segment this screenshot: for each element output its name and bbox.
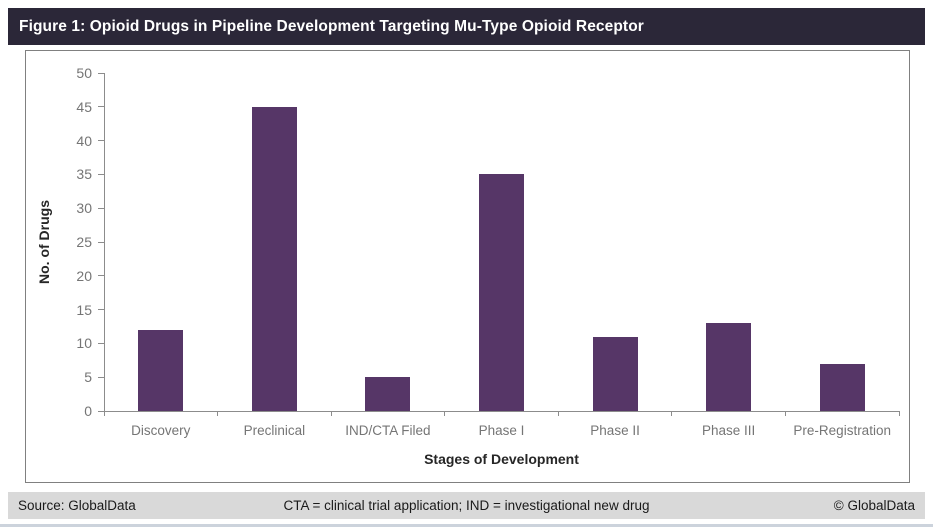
x-tick-label: Phase III bbox=[701, 423, 756, 438]
x-tick-mark bbox=[557, 411, 559, 416]
bar-phase-ii bbox=[592, 336, 638, 411]
plot-area: 0 5 10 15 20 25 30 35 40 45 50 Discovery Preclinical… bbox=[76, 65, 900, 438]
y-tick-mark bbox=[98, 106, 104, 108]
x-tick-mark bbox=[898, 411, 900, 416]
x-tick-mark bbox=[671, 411, 673, 416]
y-tick-mark bbox=[98, 72, 104, 74]
x-tick-mark bbox=[330, 411, 332, 416]
chart-panel: No. of Drugs 0 5 10 15 20 25 30 35 40 45 50 Discove… bbox=[25, 50, 910, 483]
y-tick-label: 40 bbox=[76, 132, 92, 149]
bar-preclinical bbox=[251, 106, 297, 411]
x-tick-label: Preclinical bbox=[243, 423, 306, 438]
footer-note: CTA = clinical trial application; IND = … bbox=[283, 498, 650, 513]
y-tick-label: 45 bbox=[76, 98, 92, 115]
bar-phase-iii bbox=[706, 323, 752, 411]
y-tick-mark bbox=[98, 140, 104, 142]
figure-title: Figure 1: Opioid Drugs in Pipeline Devel… bbox=[19, 17, 644, 35]
y-tick-mark bbox=[98, 275, 104, 277]
y-tick-mark bbox=[98, 342, 104, 344]
y-tick-label: 15 bbox=[76, 301, 92, 318]
y-tick-mark bbox=[98, 309, 104, 311]
footer-source: Source: GlobalData bbox=[18, 498, 136, 513]
x-tick-label: Phase II bbox=[590, 423, 640, 438]
y-tick-mark bbox=[98, 173, 104, 175]
x-tick-label: Discovery bbox=[131, 423, 191, 438]
y-axis-line bbox=[104, 73, 105, 412]
y-tick-label: 30 bbox=[76, 200, 92, 217]
y-tick-label: 25 bbox=[76, 234, 92, 250]
y-tick-label: 0 bbox=[84, 403, 92, 419]
y-tick-label: 50 bbox=[76, 65, 92, 81]
x-tick-label: IND/CTA Filed bbox=[345, 423, 431, 438]
x-tick-mark bbox=[444, 411, 446, 416]
y-tick-mark bbox=[98, 241, 104, 243]
bottom-divider bbox=[0, 524, 933, 527]
footer-bar: Source: GlobalData CTA = clinical trial … bbox=[8, 492, 925, 519]
y-tick-label: 35 bbox=[76, 166, 92, 183]
figure-title-bar: Figure 1: Opioid Drugs in Pipeline Devel… bbox=[8, 8, 925, 45]
x-axis-line bbox=[104, 411, 900, 412]
x-tick-mark bbox=[103, 411, 105, 416]
bar-ind-cta-filed bbox=[365, 377, 411, 411]
x-axis-title: Stages of Development bbox=[424, 451, 579, 467]
x-tick-mark bbox=[217, 411, 219, 416]
bar-discovery bbox=[138, 329, 184, 411]
y-tick-mark bbox=[98, 410, 104, 412]
y-axis-title: No. of Drugs bbox=[36, 200, 52, 284]
footer-copyright: © GlobalData bbox=[833, 498, 915, 513]
bar-phase-i bbox=[479, 174, 524, 411]
y-tick-mark bbox=[98, 376, 104, 378]
bar-pre-registration bbox=[819, 363, 865, 411]
x-tick-label: Phase I bbox=[478, 423, 525, 438]
x-tick-label: Pre-Registration bbox=[793, 423, 891, 438]
y-tick-label: 5 bbox=[84, 369, 92, 386]
x-tick-mark bbox=[784, 411, 786, 416]
y-tick-label: 20 bbox=[76, 267, 92, 284]
y-tick-label: 10 bbox=[76, 335, 92, 352]
y-tick-mark bbox=[98, 207, 104, 209]
